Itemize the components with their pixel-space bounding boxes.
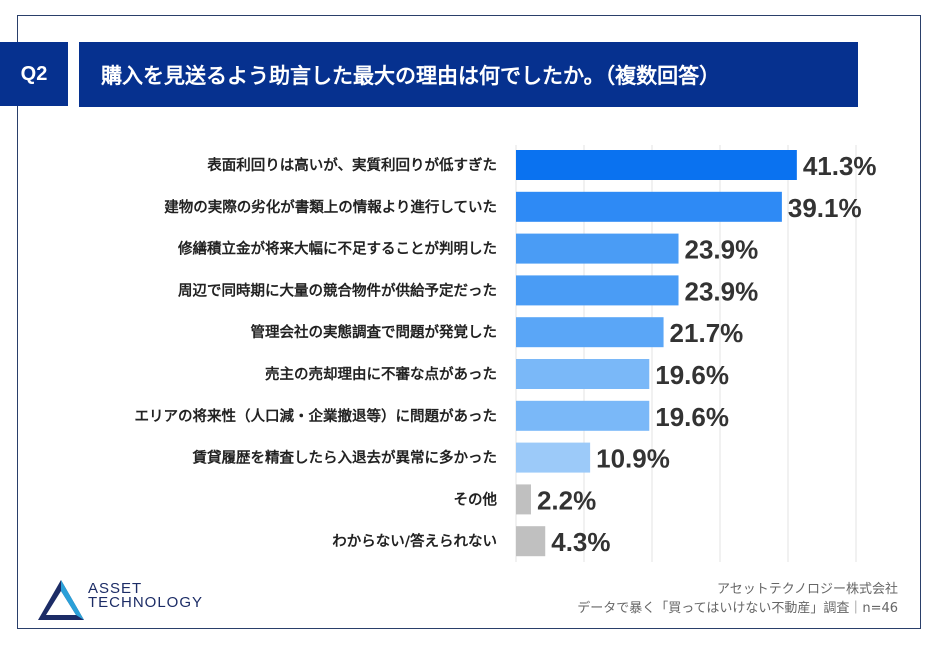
chart-title: 購入を見送るよう助言した最大の理由は何でしたか。（複数回答） — [79, 42, 858, 107]
credit: アセットテクノロジー株式会社 データで暴く「買ってはいけない不動産」調査｜n=4… — [577, 580, 898, 618]
logo-text: ASSET TECHNOLOGY — [88, 580, 204, 611]
value-label: 21.7% — [670, 318, 744, 348]
bar — [516, 275, 679, 306]
bar — [516, 526, 546, 557]
value-label: 2.2% — [537, 485, 596, 515]
category-label: わからない/答えられない — [332, 532, 497, 550]
bar — [516, 233, 679, 264]
bar — [516, 150, 797, 180]
logo-line1: ASSET — [88, 580, 143, 597]
logo-line2: TECHNOLOGY — [88, 594, 204, 611]
category-label: 表面利回りは高いが、実質利回りが低すぎた — [207, 156, 497, 174]
chart-frame — [17, 15, 921, 629]
bar — [516, 442, 591, 473]
value-label: 23.9% — [685, 235, 759, 265]
category-label: 修繕積立金が将来大幅に不足することが判明した — [177, 240, 497, 258]
category-label: 売主の売却理由に不審な点があった — [265, 365, 497, 383]
value-label: 39.1% — [788, 193, 862, 223]
value-label: 19.6% — [655, 360, 729, 390]
category-label: 管理会社の実態調査で問題が発覚した — [251, 323, 498, 341]
value-label: 23.9% — [685, 276, 759, 306]
survey-info: データで暴く「買ってはいけない不動産」調査｜n=46 — [577, 601, 898, 616]
value-label: 4.3% — [551, 527, 610, 557]
bar — [516, 317, 664, 348]
bar — [516, 400, 650, 431]
company-name: アセットテクノロジー株式会社 — [717, 582, 898, 597]
bar — [516, 484, 531, 515]
category-label: その他 — [454, 490, 498, 508]
value-label: 19.6% — [655, 402, 729, 432]
category-label: エリアの将来性（人口減・企業撤退等）に問題があった — [135, 407, 498, 425]
category-label: 周辺で同時期に大量の競合物件が供給予定だった — [178, 281, 497, 299]
category-label: 建物の実際の劣化が書類上の情報より進行していた — [164, 198, 497, 216]
question-number: Q2 — [0, 42, 68, 106]
bar — [516, 191, 782, 222]
bar — [516, 359, 650, 389]
value-label: 10.9% — [596, 444, 670, 474]
asset-technology-logo-icon — [38, 580, 84, 620]
value-label: 41.3% — [803, 151, 877, 181]
category-label: 賃貸履歴を精査したら入退去が異常に多かった — [192, 449, 498, 467]
